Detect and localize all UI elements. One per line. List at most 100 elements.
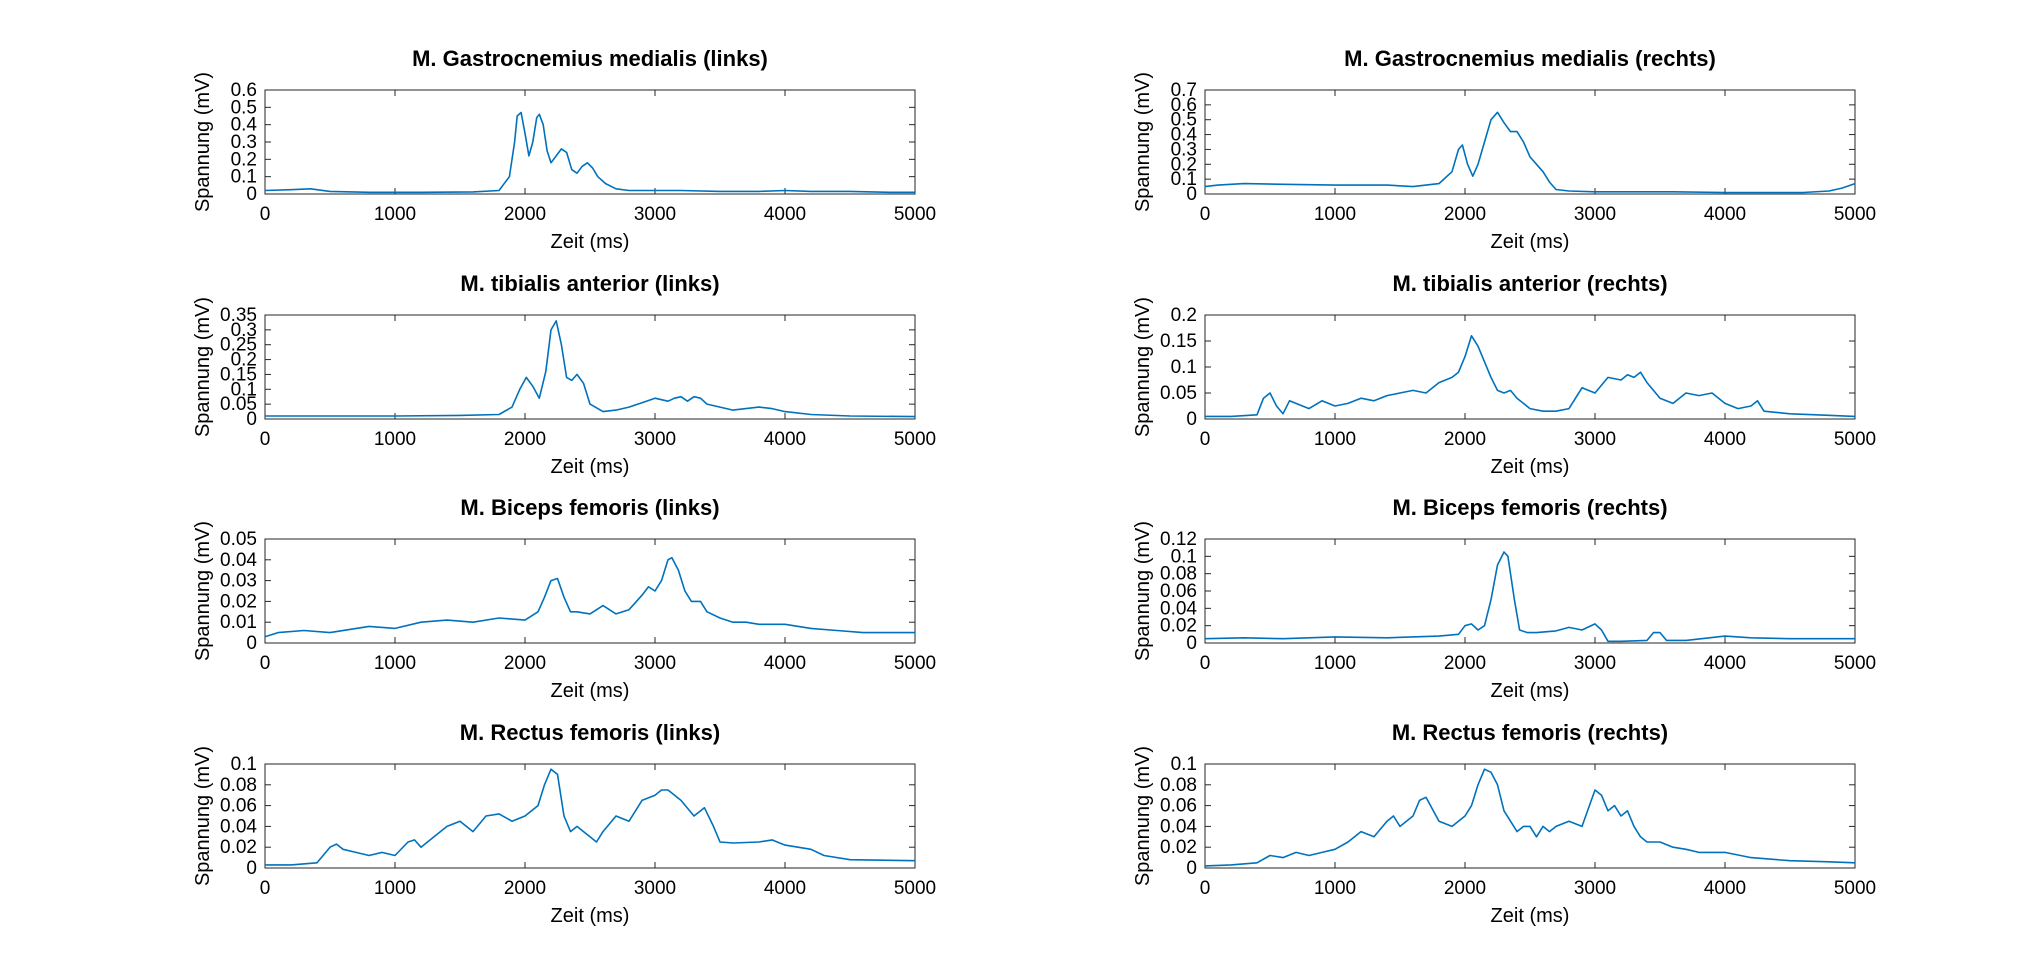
x-tick-label: 5000 (1834, 429, 1876, 450)
y-tick-label: 0.02 (220, 591, 257, 612)
series-line (264, 111, 915, 194)
y-tick-label: 0.2 (231, 149, 257, 170)
chart-title: M. Biceps femoris (rechts) (1392, 495, 1667, 520)
y-axis-label: Spannung (mV) (192, 746, 214, 886)
y-tick-label: 0 (1186, 409, 1197, 430)
x-tick-label: 0 (1200, 429, 1211, 450)
x-tick-label: 4000 (1704, 878, 1746, 899)
x-tick-label: 2000 (1444, 653, 1486, 674)
y-tick-label: 0 (246, 184, 257, 205)
chart-title: M. Gastrocnemius medialis (rechts) (1344, 46, 1716, 71)
x-axis-label: Zeit (ms) (1491, 456, 1570, 478)
y-tick-label: 0.4 (231, 115, 258, 136)
y-tick-label: 0.01 (220, 612, 257, 633)
x-axis-label: Zeit (ms) (1491, 680, 1570, 702)
y-tick-label: 0.5 (231, 97, 257, 118)
x-tick-label: 2000 (504, 204, 546, 225)
axes-box (264, 538, 916, 644)
chart-title: M. tibialis anterior (rechts) (1392, 271, 1667, 296)
subplot: M. tibialis anterior (rechts) 0 1000 2000 30… (1132, 271, 1876, 478)
series-line (265, 768, 916, 866)
y-tick-label: 0.1 (231, 167, 257, 188)
axes-box (264, 89, 916, 195)
x-axis-label: Zeit (ms) (551, 456, 630, 478)
series-line (1204, 551, 1855, 643)
x-tick-label: 5000 (894, 878, 936, 899)
x-tick-label: 5000 (1834, 878, 1876, 899)
y-tick-label: 0.3 (231, 320, 257, 341)
chart-title: M. Biceps femoris (links) (460, 495, 719, 520)
y-axis-label: Spannung (mV) (1132, 746, 1154, 886)
subplot: M. Rectus femoris (links) 0 1000 2000 3000 40… (192, 720, 936, 927)
chart-title: M. Rectus femoris (links) (460, 720, 720, 745)
x-tick-label: 1000 (374, 204, 416, 225)
x-axis-label: Zeit (ms) (551, 905, 630, 927)
y-tick-label: 0.3 (1171, 139, 1197, 160)
series-line (265, 320, 916, 418)
x-tick-label: 0 (260, 653, 271, 674)
x-tick-label: 5000 (1834, 653, 1876, 674)
subplot: M. Rectus femoris (rechts) 0 1000 2000 3000 4… (1132, 720, 1876, 927)
series-line (1204, 768, 1856, 867)
y-axis-label: Spannung (mV) (1132, 297, 1154, 437)
y-tick-label: 0.4 (1171, 125, 1198, 146)
y-tick-label: 0.15 (1160, 331, 1197, 352)
y-tick-label: 0.6 (231, 80, 257, 101)
x-tick-label: 4000 (764, 204, 806, 225)
y-tick-label: 0 (1186, 633, 1197, 654)
y-tick-label: 0.04 (220, 816, 257, 837)
subplot: M. Biceps femoris (links) 0 1000 2000 3000 40… (192, 495, 936, 702)
x-tick-label: 1000 (1314, 429, 1356, 450)
subplot: M. Gastrocnemius medialis (links) 0 1000 20… (192, 46, 936, 253)
y-tick-label: 0.02 (220, 837, 257, 858)
y-tick-label: 0.05 (220, 394, 257, 415)
x-tick-label: 4000 (1704, 653, 1746, 674)
y-tick-label: 0.1 (1171, 169, 1197, 190)
y-axis-label: Spannung (mV) (1132, 521, 1154, 661)
subplot: M. tibialis anterior (links) 0 1000 2000 300… (192, 271, 936, 478)
x-tick-label: 3000 (634, 653, 676, 674)
y-tick-label: 0.02 (1160, 616, 1197, 637)
x-tick-label: 1000 (374, 878, 416, 899)
x-tick-label: 0 (260, 429, 271, 450)
y-tick-label: 0.08 (220, 775, 257, 796)
y-tick-label: 0.08 (1160, 564, 1197, 585)
x-tick-label: 5000 (894, 204, 936, 225)
axes-box (1204, 314, 1856, 420)
y-tick-label: 0.02 (1160, 837, 1197, 858)
y-tick-label: 0.04 (1160, 598, 1197, 619)
y-tick-label: 0 (246, 409, 257, 430)
axes-box (1204, 89, 1856, 195)
x-tick-label: 2000 (504, 878, 546, 899)
x-tick-label: 4000 (1704, 429, 1746, 450)
y-tick-label: 0.15 (220, 364, 257, 385)
y-tick-label: 0.08 (1160, 775, 1197, 796)
x-tick-label: 5000 (1834, 204, 1876, 225)
y-tick-label: 0.6 (1171, 95, 1197, 116)
x-tick-label: 5000 (894, 653, 936, 674)
y-tick-label: 0.06 (1160, 796, 1197, 817)
y-tick-label: 0.2 (231, 350, 257, 371)
y-tick-label: 0.25 (220, 335, 257, 356)
x-tick-label: 1000 (374, 653, 416, 674)
x-tick-label: 3000 (1574, 653, 1616, 674)
x-tick-label: 4000 (764, 653, 806, 674)
x-tick-label: 0 (260, 878, 271, 899)
series-line (264, 556, 915, 638)
x-axis-label: Zeit (ms) (551, 680, 630, 702)
x-axis-label: Zeit (ms) (1491, 905, 1570, 927)
y-tick-label: 0.04 (220, 550, 257, 571)
y-tick-label: 0.05 (1160, 383, 1197, 404)
y-tick-label: 0.2 (1171, 305, 1197, 326)
x-tick-label: 4000 (1704, 204, 1746, 225)
y-tick-label: 0.7 (1171, 80, 1197, 101)
x-tick-label: 1000 (374, 429, 416, 450)
y-tick-label: 0.04 (1160, 816, 1197, 837)
x-tick-label: 5000 (894, 429, 936, 450)
x-tick-label: 1000 (1314, 204, 1356, 225)
x-tick-label: 2000 (504, 653, 546, 674)
y-tick-label: 0.03 (220, 571, 257, 592)
y-tick-label: 0.1 (231, 379, 257, 400)
chart-title: M. Gastrocnemius medialis (links) (412, 46, 768, 71)
x-tick-label: 3000 (1574, 878, 1616, 899)
